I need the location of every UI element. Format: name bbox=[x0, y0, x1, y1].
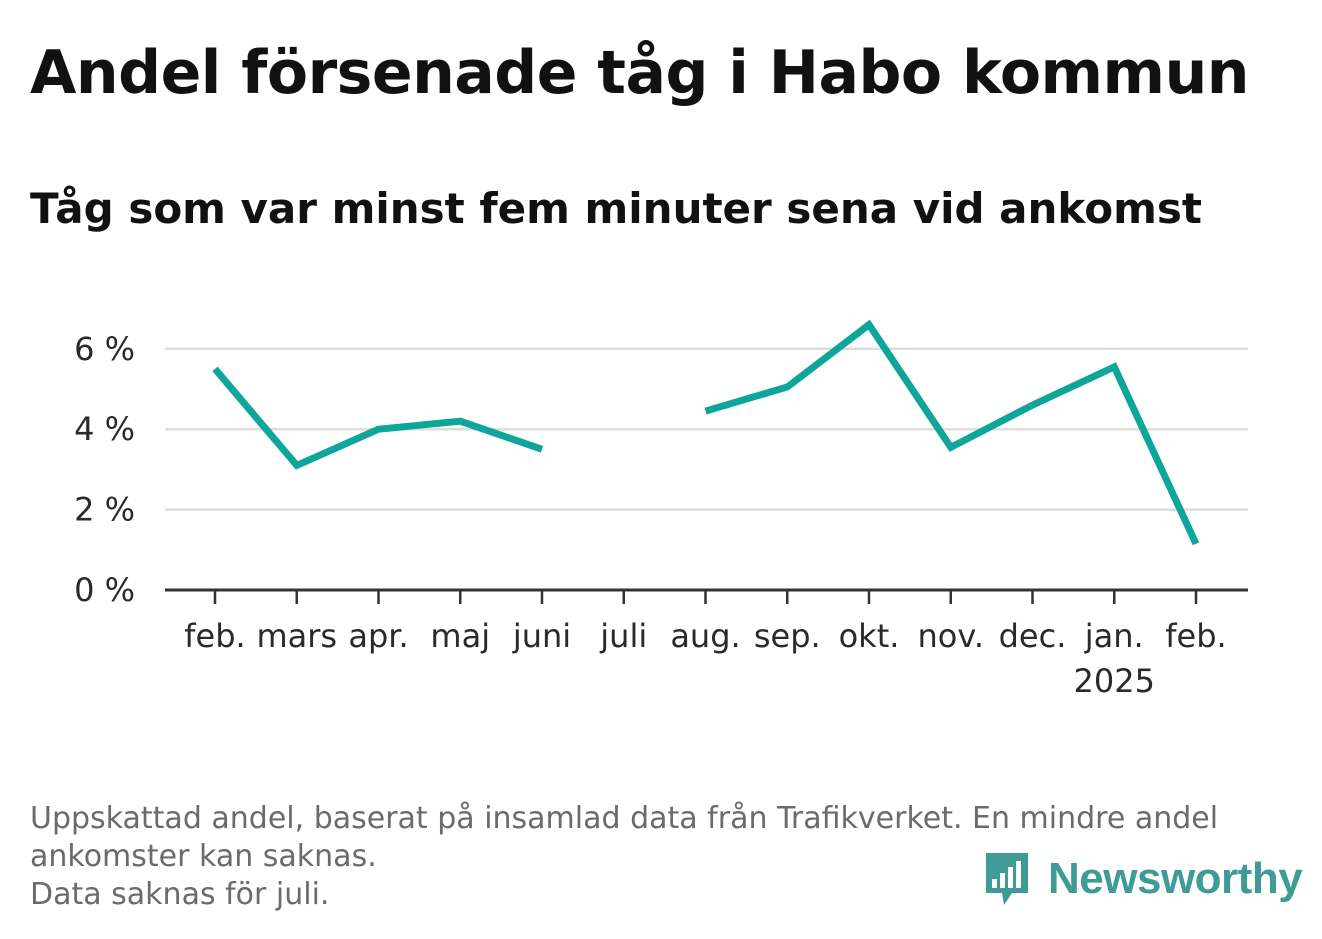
chart-subtitle: Tåg som var minst fem minuter sena vid a… bbox=[30, 184, 1202, 233]
series-line-segment-1 bbox=[212, 366, 544, 470]
series-line-segment-2 bbox=[704, 319, 1200, 546]
y-tick-label: 6 % bbox=[74, 330, 135, 368]
x-tick-label: juni bbox=[512, 617, 571, 655]
x-tick-label: maj bbox=[430, 617, 490, 655]
y-tick-label: 0 % bbox=[74, 571, 135, 609]
y-tick-label: 2 % bbox=[74, 491, 135, 529]
newsworthy-logo: Newsworthy bbox=[982, 849, 1303, 909]
footnote-line-1: Uppskattad andel, baserat på insamlad da… bbox=[30, 801, 1219, 836]
x-tick-label: juli bbox=[599, 617, 647, 655]
newsworthy-bar-chart-icon bbox=[986, 853, 1028, 905]
footnote: Uppskattad andel, baserat på insamlad da… bbox=[30, 800, 1280, 914]
y-tick-label: 4 % bbox=[74, 410, 135, 448]
x-tick-label: sep. bbox=[754, 617, 821, 655]
x-tick-label: feb. bbox=[1165, 617, 1226, 655]
x-tick-label: nov. bbox=[918, 617, 984, 655]
footnote-line-3: Data saknas för juli. bbox=[30, 877, 330, 912]
x-tick-label: dec. bbox=[999, 617, 1067, 655]
x-tick-label: apr. bbox=[348, 617, 408, 655]
x-year-label: 2025 bbox=[1074, 662, 1155, 700]
x-tick-label: jan. bbox=[1084, 617, 1144, 655]
x-tick-label: okt. bbox=[839, 617, 900, 655]
chart-title: Andel försenade tåg i Habo kommun bbox=[30, 38, 1250, 108]
logo-text: Newsworthy bbox=[1048, 854, 1303, 903]
line-chart: 0 % 2 % 4 % 6 % feb. mars apr. maj juni juli aug. s… bbox=[74, 319, 1248, 700]
footnote-line-2: ankomster kan saknas. bbox=[30, 839, 377, 874]
x-tick-label: mars bbox=[256, 617, 337, 655]
x-tick-label: aug. bbox=[670, 617, 740, 655]
x-tick-label: feb. bbox=[184, 617, 245, 655]
